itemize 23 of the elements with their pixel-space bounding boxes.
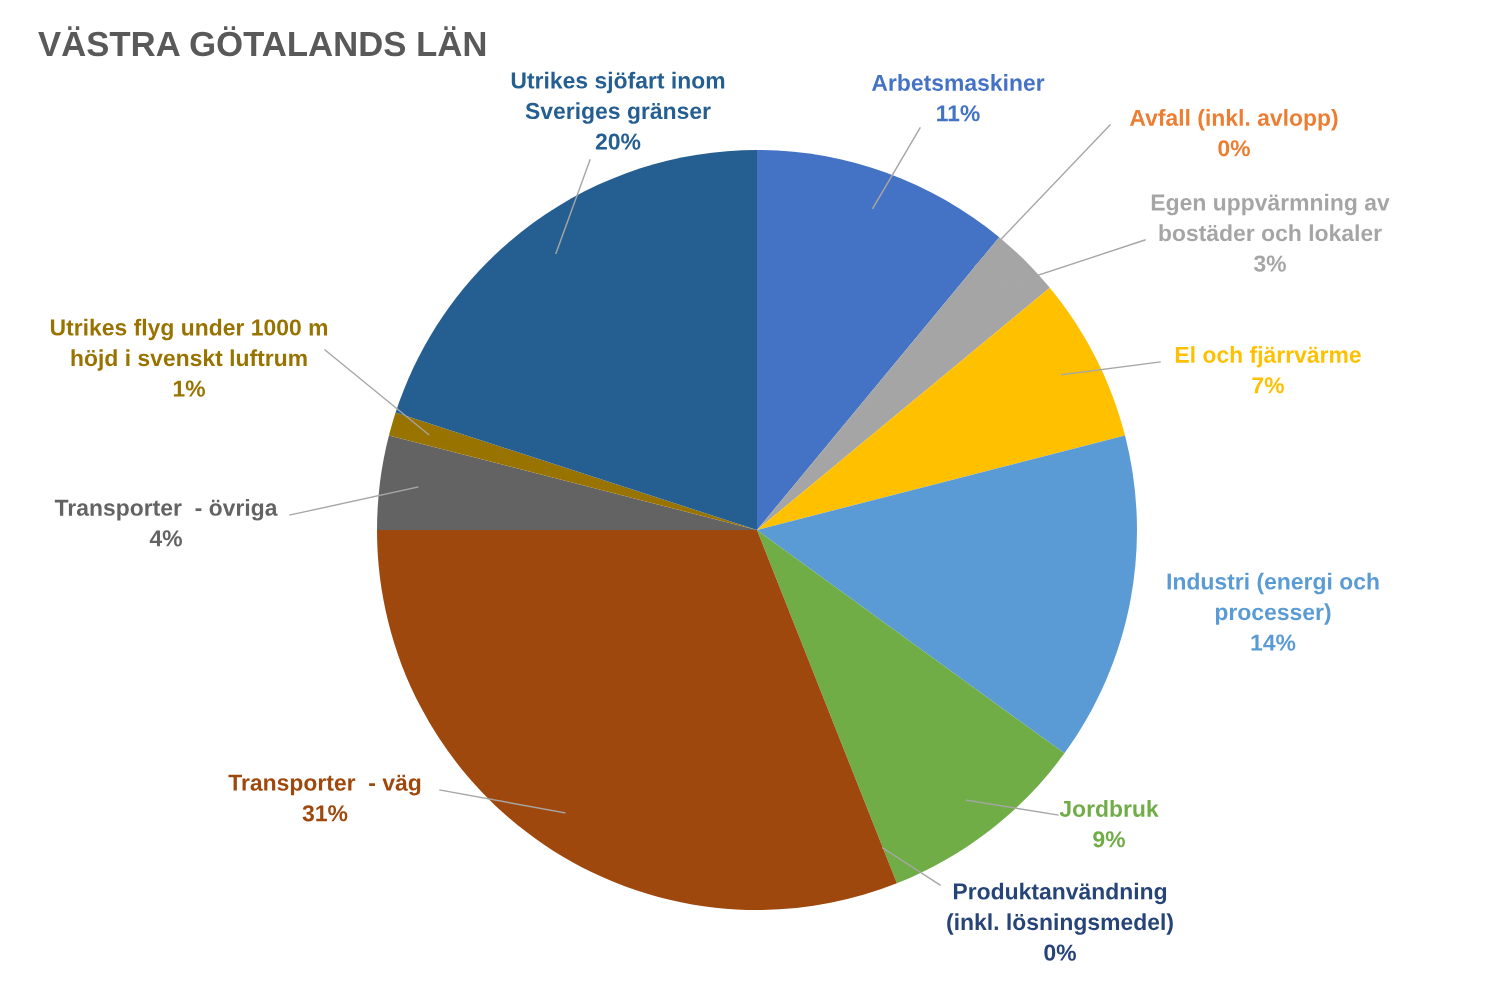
slice-label: Utrikes flyg under 1000 m höjd i svenskt luftrum — [50, 318, 328, 371]
category-label: Produktanvändning (inkl. lösningsmedel) — [947, 882, 1173, 935]
chart-title: VÄSTRA GÖTALANDS LÄN — [38, 26, 486, 57]
data-label: 9% — [1093, 831, 1125, 848]
data-label: 11% — [937, 105, 980, 122]
slice-label: Arbetsmaskiner — [871, 74, 1045, 91]
slice-label: Utrikes sjöfart inom Sveriges gränser — [511, 71, 725, 124]
data-label: 7% — [1252, 377, 1284, 394]
data-label: 31% — [302, 805, 348, 822]
slice-label: Transporter - väg — [228, 774, 421, 796]
data-label: 14% — [1251, 634, 1296, 651]
data-label: 20% — [595, 133, 641, 150]
slice-label: Egen uppvärmning av bostäder och lokaler — [1151, 193, 1390, 242]
text: 0% — [1218, 140, 1250, 157]
slice-label: Industri (energi och processer) — [1167, 572, 1379, 625]
slice-label: El och fjärrvärme — [1175, 346, 1361, 368]
text: 0% — [1044, 944, 1076, 961]
slice-label: Jordbruk — [1059, 800, 1159, 817]
category-label: Avfall (inkl. avlopp) — [1129, 109, 1338, 131]
data-label: 3% — [1253, 255, 1286, 272]
data-label: 1% — [173, 380, 205, 397]
data-label: 4% — [149, 530, 182, 547]
slice-label: Transporter - övriga — [54, 499, 278, 521]
